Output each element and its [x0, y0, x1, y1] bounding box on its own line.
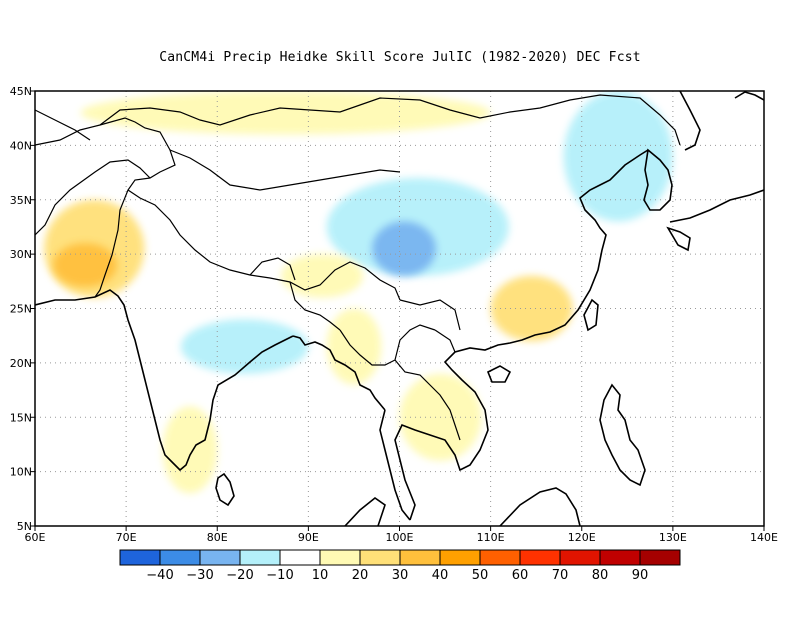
colorbar-swatch	[239, 549, 281, 566]
borneo	[499, 487, 581, 526]
x-tick-label: 120E	[568, 531, 596, 544]
colorbar-label: 50	[472, 568, 489, 583]
y-tick-label: 10N	[10, 466, 32, 479]
colorbar-label: 40	[432, 568, 449, 583]
colorbar-swatch	[559, 549, 601, 566]
y-tick-label: 45N	[10, 85, 32, 98]
korea	[643, 148, 673, 211]
x-tick-label: 80E	[207, 531, 228, 544]
sri-lanka	[215, 472, 235, 507]
bangladesh-border	[289, 281, 341, 331]
colorbar-label: 70	[552, 568, 569, 583]
skill-fill-layer	[44, 91, 673, 494]
x-tick-label: 90E	[298, 531, 319, 544]
russia-coast	[679, 91, 701, 151]
y-tick-label: 40N	[10, 139, 32, 152]
colorbar-swatch	[199, 549, 241, 566]
colorbar-label: 10	[312, 568, 329, 583]
x-tick-label: 60E	[25, 531, 46, 544]
skill-region	[80, 91, 491, 135]
japan-honshu	[669, 189, 764, 223]
country-borders	[35, 94, 681, 441]
laos-china-border	[434, 329, 456, 353]
taiwan	[583, 298, 599, 332]
skill-region	[490, 275, 573, 342]
colorbar-swatch	[159, 549, 201, 566]
colorbar-label: 30	[392, 568, 409, 583]
colorbar-label: −40	[146, 568, 173, 583]
skill-region	[53, 243, 118, 287]
x-tick-label: 100E	[386, 531, 414, 544]
india-coastline	[35, 289, 294, 472]
sumatra	[344, 497, 386, 526]
colorbar-labels: −40 −30 −20 −10 10 20 30 40 50 60 70 80 90	[146, 568, 648, 583]
philippines	[599, 383, 646, 487]
x-axis-ticks: 60E 70E 80E 90E 100E 110E 120E 130E 140E	[25, 526, 778, 544]
skill-region	[372, 221, 436, 276]
japan-kyushu	[666, 226, 691, 252]
colorbar-label: 80	[592, 568, 609, 583]
thailand-laos-border	[394, 359, 461, 441]
china-southwest-border	[399, 299, 461, 331]
colorbar	[119, 549, 681, 566]
afghanistan-border	[35, 159, 151, 236]
x-tick-label: 130E	[659, 531, 687, 544]
x-tick-label: 70E	[116, 531, 137, 544]
colorbar-swatch	[279, 549, 321, 566]
malay-west	[379, 409, 411, 521]
colorbar-swatch	[119, 549, 161, 566]
bay-of-bengal-coast	[292, 335, 386, 411]
y-tick-label: 35N	[10, 194, 32, 207]
skill-region	[281, 254, 364, 298]
x-tick-label: 140E	[750, 531, 778, 544]
colorbar-label: 20	[352, 568, 369, 583]
colorbar-swatch	[599, 549, 641, 566]
himalaya-border	[127, 189, 401, 301]
colorbar-label: −10	[266, 568, 293, 583]
colorbar-label: 90	[632, 568, 649, 583]
colorbar-label: −20	[226, 568, 253, 583]
x-tick-label: 110E	[477, 531, 505, 544]
china-coastline	[394, 149, 649, 521]
skill-region	[162, 406, 218, 494]
y-tick-label: 25N	[10, 303, 32, 316]
skill-region	[326, 308, 382, 385]
colorbar-label: −30	[186, 568, 213, 583]
y-tick-label: 20N	[10, 357, 32, 370]
y-tick-label: 5N	[17, 520, 32, 533]
skill-region	[180, 319, 309, 374]
hokkaido	[734, 91, 764, 101]
colorbar-swatch	[519, 549, 561, 566]
iran-pakistan-border	[35, 117, 176, 298]
colorbar-swatch	[639, 549, 681, 566]
caspian-border	[35, 109, 91, 141]
y-axis-ticks: 5N 10N 15N 20N 25N 30N 35N 40N 45N	[10, 85, 35, 533]
chart-title: CanCM4i Precip Heidke Skill Score JulIC …	[159, 50, 641, 65]
colorbar-swatch	[399, 549, 441, 566]
myanmar-border	[339, 324, 436, 366]
nepal-border	[249, 257, 296, 281]
colorbar-swatch	[319, 549, 361, 566]
mongolia-kazakhstan-border	[99, 94, 681, 146]
colorbar-swatch	[439, 549, 481, 566]
y-tick-label: 15N	[10, 411, 32, 424]
colorbar-label: 60	[512, 568, 529, 583]
hainan	[486, 365, 512, 383]
colorbar-swatch	[359, 549, 401, 566]
y-tick-label: 30N	[10, 248, 32, 261]
colorbar-swatch	[479, 549, 521, 566]
coastlines	[35, 91, 764, 526]
china-west-border	[169, 149, 401, 191]
